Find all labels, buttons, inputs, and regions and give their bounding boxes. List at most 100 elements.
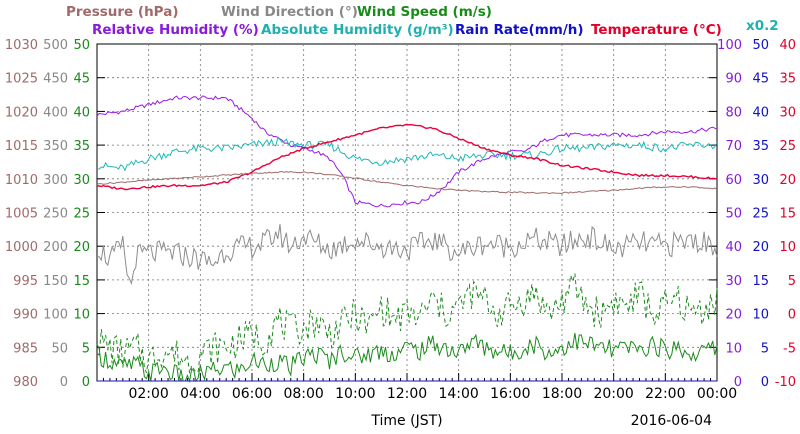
y-tick-label-rain_rate: 45 bbox=[752, 72, 769, 87]
y-tick-label-wind_direction: 350 bbox=[43, 139, 68, 154]
y-tick-label-rain_rate: 10 bbox=[752, 308, 769, 323]
y-tick-label-pressure: 1030 bbox=[5, 38, 38, 53]
y-tick-label-pressure: 985 bbox=[13, 341, 38, 356]
y-tick-label-pressure: 1020 bbox=[5, 105, 38, 120]
y-tick-label-pressure: 1015 bbox=[5, 139, 38, 154]
chart-title-3: Relative Humidity (%) bbox=[92, 22, 259, 38]
x-tick-label: 02:00 bbox=[128, 386, 168, 402]
series bbox=[96, 95, 718, 383]
x-tick-label: 16:00 bbox=[490, 386, 530, 402]
y-tick-label-pressure: 1025 bbox=[5, 72, 38, 87]
axes: 1030102510201015101010051000995990985980… bbox=[5, 38, 796, 390]
x-tick-label: 10:00 bbox=[335, 386, 375, 402]
y-tick-label-humidity: 90 bbox=[725, 72, 742, 87]
series-absolute-humidity bbox=[96, 137, 718, 172]
chart-title-6: Temperature (°C) bbox=[591, 22, 722, 38]
series-temperature bbox=[97, 123, 718, 191]
y-tick-label-wind_speed: 25 bbox=[73, 207, 90, 222]
y-tick-label-humidity: 0 bbox=[734, 375, 742, 390]
y-tick-label-wind_direction: 50 bbox=[51, 341, 68, 356]
chart-title-1: Wind Direction (°) bbox=[221, 4, 358, 20]
y-tick-label-humidity: 80 bbox=[725, 105, 742, 120]
y-tick-label-humidity: 10 bbox=[725, 341, 742, 356]
y-tick-label-humidity: 30 bbox=[725, 274, 742, 289]
y-tick-label-wind_direction: 0 bbox=[60, 375, 68, 390]
y-tick-label-humidity: 60 bbox=[725, 173, 742, 188]
y-tick-label-temperature: 10 bbox=[779, 240, 796, 255]
y-tick-label-wind_speed: 20 bbox=[73, 240, 90, 255]
y-tick-label-rain_rate: 50 bbox=[752, 38, 769, 53]
y-tick-label-wind_direction: 200 bbox=[43, 240, 68, 255]
y-tick-label-wind_speed: 35 bbox=[73, 139, 90, 154]
y-tick-label-wind_speed: 0 bbox=[82, 375, 90, 390]
y-tick-label-wind_direction: 250 bbox=[43, 207, 68, 222]
x-tick-label: 12:00 bbox=[387, 386, 427, 402]
x-tick-label: 08:00 bbox=[283, 386, 323, 402]
date-label: 2016-06-04 bbox=[631, 413, 712, 429]
y-tick-label-humidity: 20 bbox=[725, 308, 742, 323]
y-tick-label-wind_direction: 150 bbox=[43, 274, 68, 289]
y-tick-label-humidity: 50 bbox=[725, 207, 742, 222]
y-tick-label-humidity: 100 bbox=[717, 38, 742, 53]
y-tick-label-wind_speed: 50 bbox=[73, 38, 90, 53]
y-tick-label-temperature: 25 bbox=[779, 139, 796, 154]
chart-title-0: Pressure (hPa) bbox=[66, 4, 179, 20]
x-tick-label: 04:00 bbox=[180, 386, 220, 402]
y-tick-label-temperature: 20 bbox=[779, 173, 796, 188]
series-wind-direction bbox=[96, 224, 718, 286]
y-tick-label-rain_rate: 40 bbox=[752, 105, 769, 120]
chart-title-4: Absolute Humidity (g/m³) bbox=[261, 22, 454, 38]
chart-title-5: Rain Rate(mm/h) bbox=[455, 22, 584, 38]
x-tick-label: 22:00 bbox=[645, 386, 685, 402]
x-axis-label: Time (JST) bbox=[370, 413, 442, 429]
x-tick-label: 00:00 bbox=[697, 386, 737, 402]
series-pressure bbox=[96, 170, 718, 195]
y-tick-label-temperature: -10 bbox=[775, 375, 796, 390]
series-wind-speed-gust bbox=[96, 273, 718, 374]
x-tick-label: 20:00 bbox=[593, 386, 633, 402]
y-tick-label-rain_rate: 20 bbox=[752, 240, 769, 255]
y-tick-label-temperature: -5 bbox=[783, 341, 796, 356]
y-tick-label-temperature: 40 bbox=[779, 38, 796, 53]
y-tick-label-pressure: 995 bbox=[13, 274, 38, 289]
y-tick-label-wind_direction: 450 bbox=[43, 72, 68, 87]
y-tick-label-humidity: 70 bbox=[725, 139, 742, 154]
y-tick-label-rain_rate: 35 bbox=[752, 139, 769, 154]
y-tick-label-rain_rate: 0 bbox=[761, 375, 769, 390]
y-tick-label-temperature: 0 bbox=[788, 308, 796, 323]
y-tick-label-rain_rate: 25 bbox=[752, 207, 769, 222]
y-tick-label-wind_speed: 5 bbox=[82, 341, 90, 356]
y-tick-label-wind_speed: 45 bbox=[73, 72, 90, 87]
y-tick-label-wind_direction: 500 bbox=[43, 38, 68, 53]
chart-titles: Pressure (hPa) Wind Direction (°) Wind Spe… bbox=[66, 4, 779, 38]
y-tick-label-wind_speed: 10 bbox=[73, 308, 90, 323]
chart-title-7: x0.2 bbox=[746, 18, 779, 34]
chart-title-2: Wind Speed (m/s) bbox=[357, 4, 492, 20]
y-tick-label-humidity: 40 bbox=[725, 240, 742, 255]
y-tick-label-temperature: 35 bbox=[779, 72, 796, 87]
y-tick-label-rain_rate: 5 bbox=[761, 341, 769, 356]
y-tick-label-pressure: 980 bbox=[13, 375, 38, 390]
x-axis: 02:00 04:00 06:00 08:00 10:00 12:00 14:00 16:00… bbox=[128, 386, 737, 429]
y-tick-label-rain_rate: 30 bbox=[752, 173, 769, 188]
y-tick-label-pressure: 1000 bbox=[5, 240, 38, 255]
x-tick-label: 18:00 bbox=[542, 386, 582, 402]
y-tick-label-temperature: 30 bbox=[779, 105, 796, 120]
y-tick-label-wind_speed: 30 bbox=[73, 173, 90, 188]
y-tick-label-temperature: 5 bbox=[788, 274, 796, 289]
y-tick-label-wind_speed: 40 bbox=[73, 105, 90, 120]
y-tick-label-wind_direction: 100 bbox=[43, 308, 68, 323]
y-tick-label-wind_direction: 400 bbox=[43, 105, 68, 120]
series-relative-humidity bbox=[96, 95, 718, 208]
y-tick-label-wind_speed: 15 bbox=[73, 274, 90, 289]
y-tick-label-pressure: 1010 bbox=[5, 173, 38, 188]
x-tick-label: 14:00 bbox=[438, 386, 478, 402]
y-tick-label-pressure: 990 bbox=[13, 308, 38, 323]
x-tick-label: 06:00 bbox=[232, 386, 272, 402]
series-wind-speed bbox=[96, 332, 718, 383]
y-tick-label-rain_rate: 15 bbox=[752, 274, 769, 289]
grid bbox=[96, 43, 718, 382]
y-tick-label-wind_direction: 300 bbox=[43, 173, 68, 188]
y-tick-label-temperature: 15 bbox=[779, 207, 796, 222]
